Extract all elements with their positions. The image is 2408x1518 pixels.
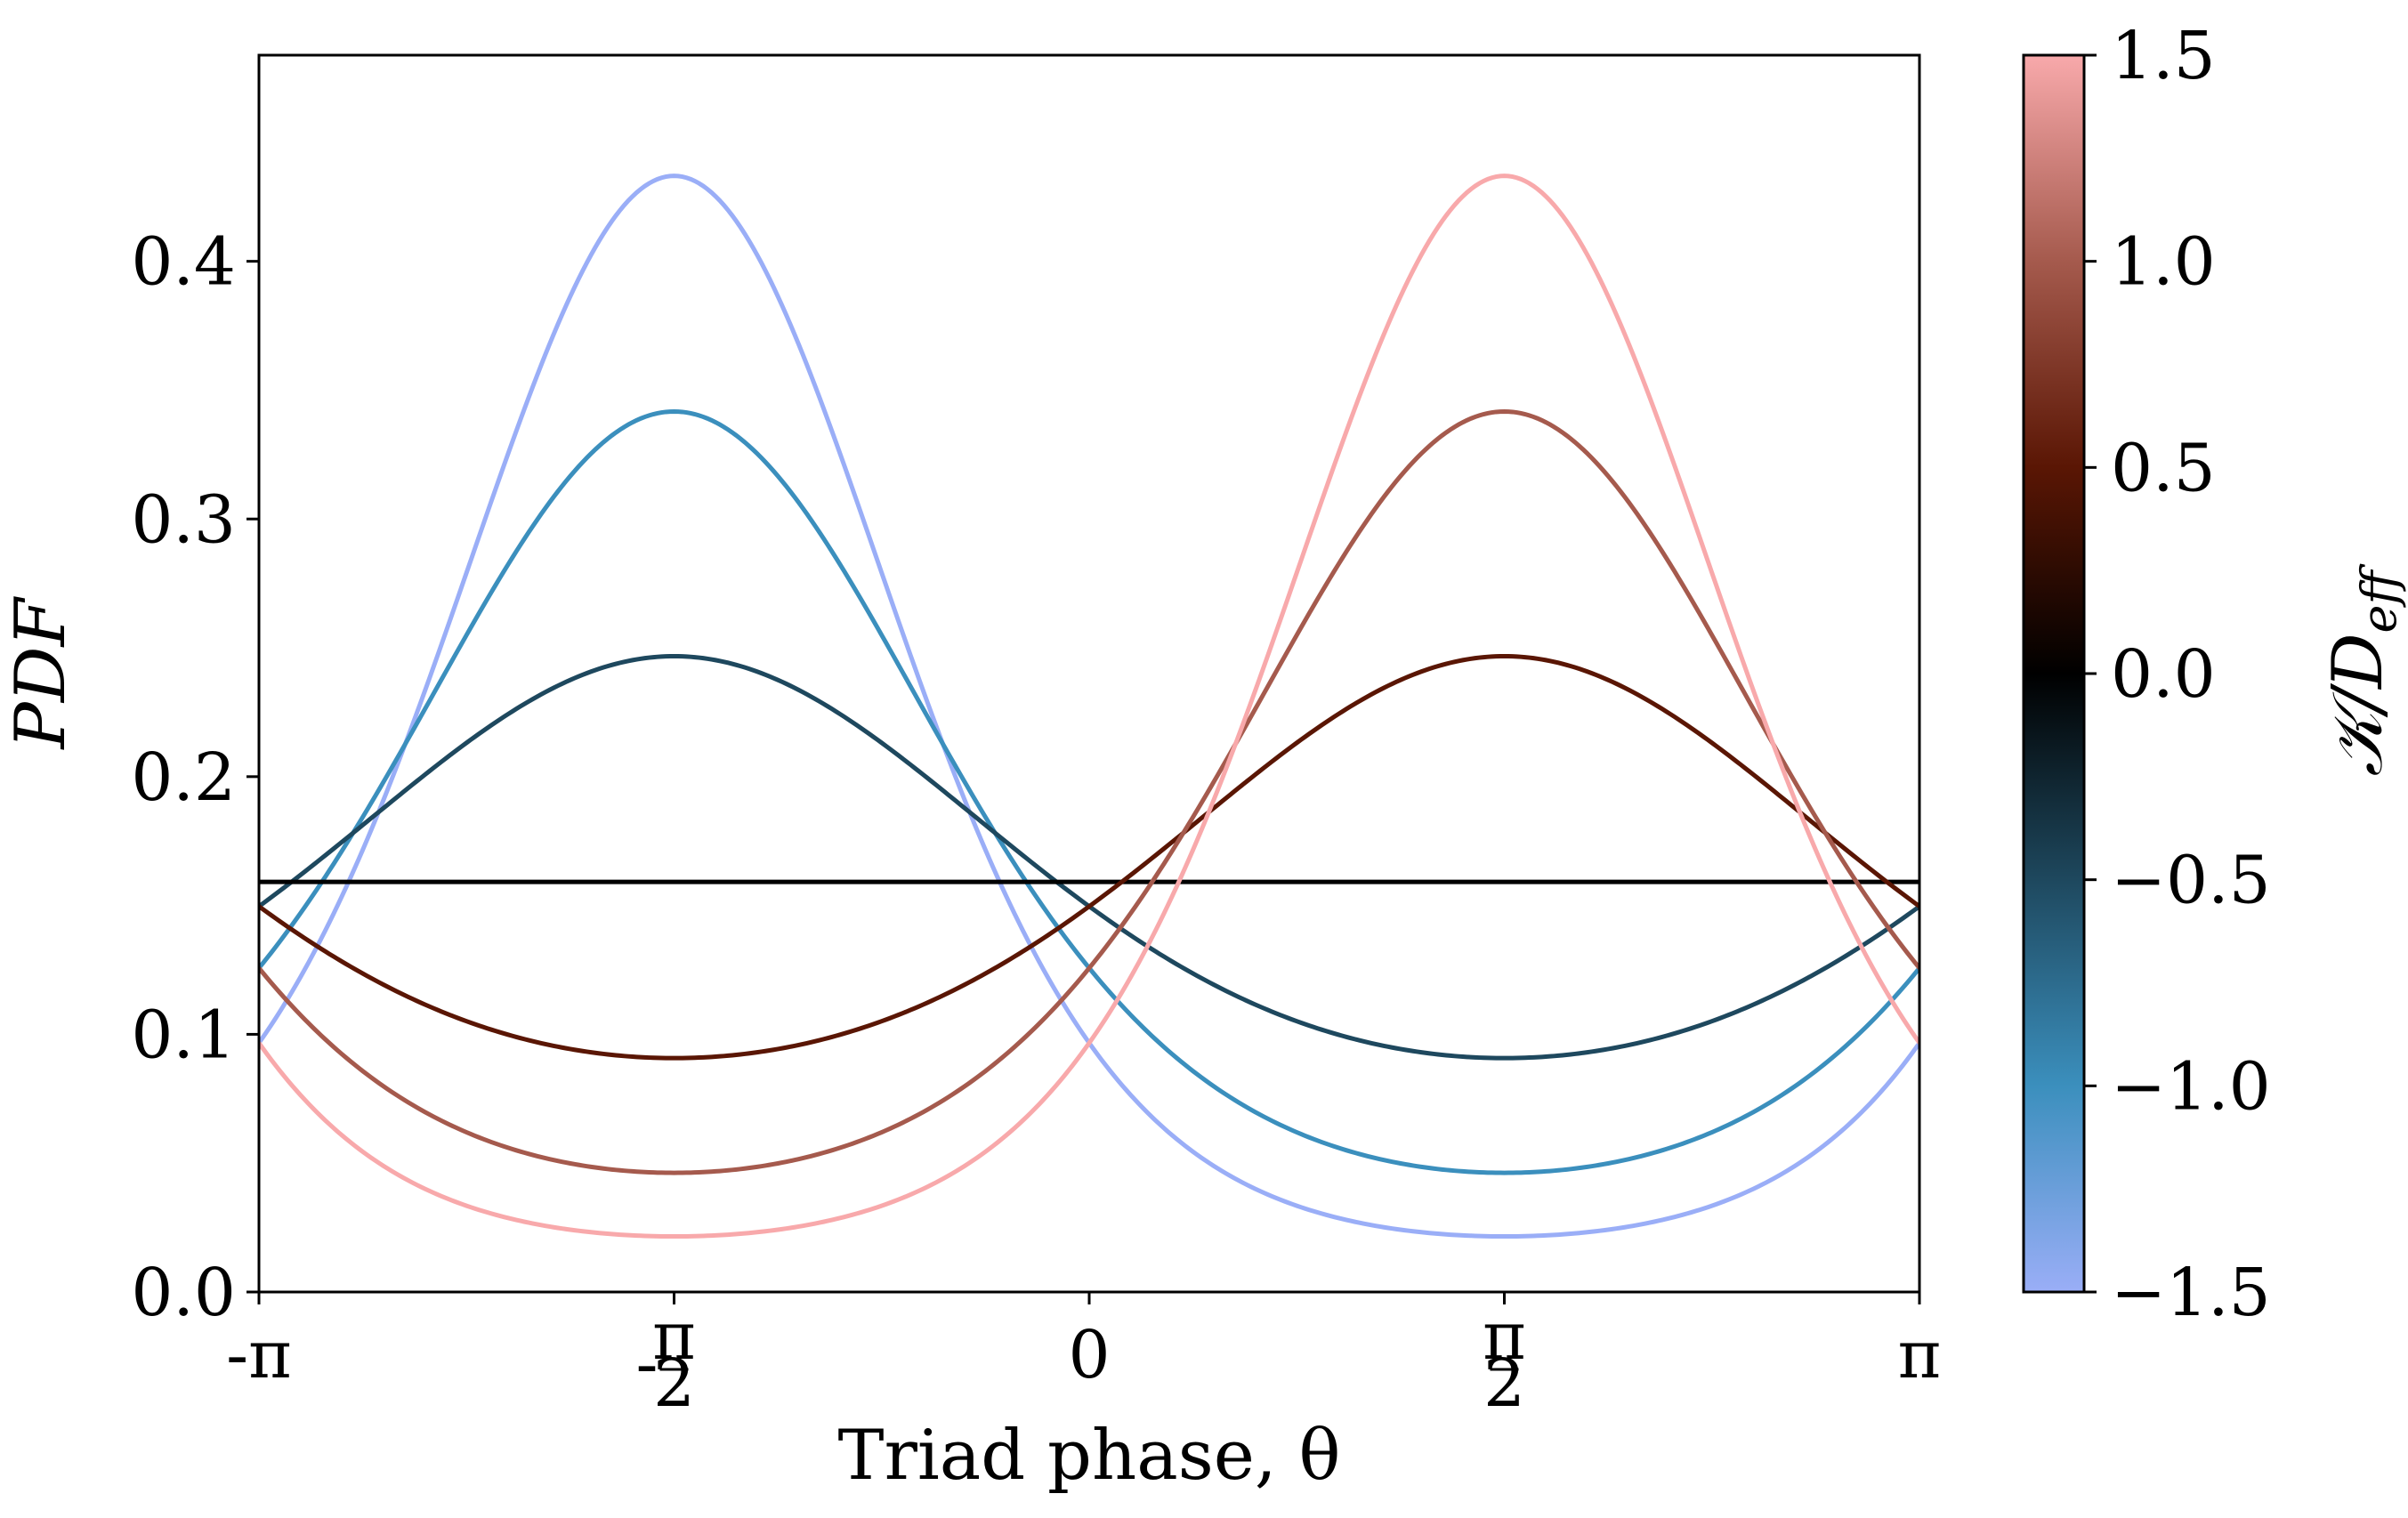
plot-frame [257,53,1921,1294]
x-tick-label-2: 0 [1068,1317,1110,1393]
colorbar-tick-label-6: 1.5 [2111,18,2216,94]
y-tick-label-0: 0.0 [131,1255,236,1331]
x-tick-label-1-denominator: 2 [653,1345,695,1422]
x-axis-ticks: -π -π2 0 π2 π [226,1292,1941,1422]
y-tick-label-4: 0.4 [131,224,236,301]
x-tick-label-1-numerator: π [652,1298,696,1375]
y-axis-ticks: 0.0 0.1 0.2 0.3 0.4 [131,224,259,1331]
colorbar: −1.5 −1.0 −0.5 0.0 0.5 1.0 1.5 𝒦/Deff [2022,18,2407,1331]
colorbar-label: 𝒦/Deff [2318,564,2407,777]
y-axis-label: PDF [1,596,81,751]
x-tick-label-3: π2 [1483,1298,1526,1422]
x-tick-label-1: -π2 [635,1298,695,1422]
series-line-5 [259,408,1919,1175]
plot-area: -π -π2 0 π2 π 0.00.10.20.30.4 Triad phase, θ… [1,53,1941,1496]
x-tick-label-1-sign: - [635,1326,658,1402]
colorbar-tick-label-0: −1.5 [2111,1255,2271,1331]
series-line-0 [259,174,1919,1239]
y-tick-label-2: 0.2 [131,739,236,816]
colorbar-ticks: −1.5 −1.0 −0.5 0.0 0.5 1.0 1.5 [2084,18,2271,1331]
x-tick-label-4: π [1898,1317,1942,1393]
x-axis-label: Triad phase, θ [838,1416,1341,1496]
colorbar-tick-label-5: 1.0 [2111,224,2216,301]
colorbar-label-main: 𝒦/D [2318,633,2398,776]
colorbar-gradient [2022,53,2086,1294]
colorbar-tick-label-2: −0.5 [2111,843,2271,919]
series-group [259,174,1919,1239]
colorbar-tick-label-4: 0.5 [2111,430,2216,506]
colorbar-tick-label-3: 0.0 [2111,636,2216,713]
series-line-1 [259,408,1919,1175]
y-tick-label-3: 0.3 [131,481,236,558]
y-tick-label-1: 0.1 [131,997,236,1073]
x-tick-label-3-numerator: π [1483,1298,1526,1375]
colorbar-tick-label-1: −1.0 [2111,1048,2271,1125]
series-line-6 [259,174,1919,1239]
series-line-4 [259,653,1919,1061]
x-tick-label-3-denominator: 2 [1483,1345,1525,1422]
colorbar-label-sub: eff [2351,564,2407,634]
x-tick-label-0: -π [226,1317,292,1393]
